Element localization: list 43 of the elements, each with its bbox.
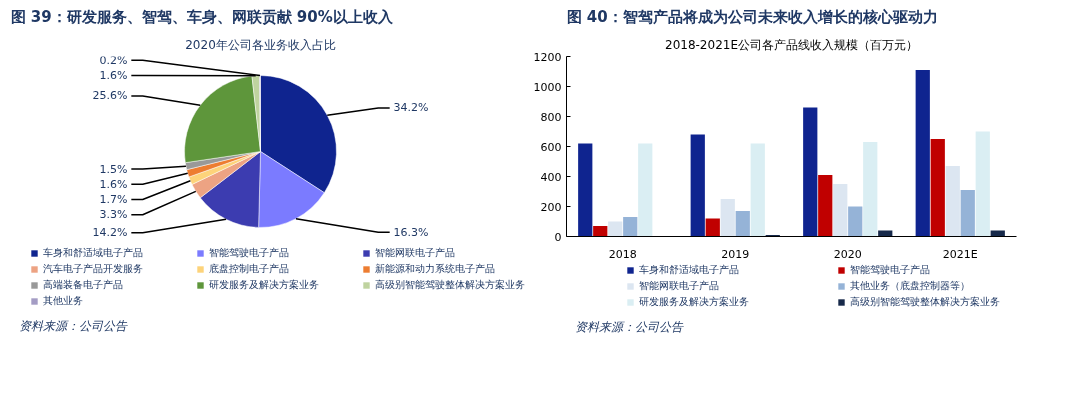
legend-label: 研发服务及解决方案业务 [209,278,320,292]
legend-label: 智能网联电子产品 [375,246,456,260]
legend-label: 其他业务 [43,294,84,308]
legend-label: 高级别智能驾驶整体解决方案业务 [850,295,1001,309]
legend-label: 高端装备电子产品 [43,278,124,292]
chart-subtitle: 2020年公司各业务收入占比 [185,37,336,52]
legend-label: 新能源和动力系统电子产品 [375,262,496,276]
legend-label: 汽车电子产品开发服务 [43,262,144,276]
data-label: 16.3% [393,225,429,239]
y-tick-label: 200 [540,200,562,214]
text: 资料来源：公司公告 [574,319,684,334]
data-label: 1.7% [99,193,128,207]
legend-label: 其他业务（底盘控制器等） [850,279,971,293]
x-tick-label: 2018 [608,247,637,261]
y-tick-label: 1200 [533,50,562,64]
x-tick-label: 2019 [721,247,750,261]
y-tick-label: 0 [554,230,562,244]
chart-subtitle: 2018-2021E公司各产品线收入规模（百万元） [665,37,918,52]
y-tick-label: 400 [540,170,562,184]
data-label: 1.6% [99,69,128,82]
data-label: 1.5% [99,162,128,176]
y-tick-label: 600 [540,140,562,154]
y-tick-label: 800 [540,110,562,124]
data-label: 25.6% [92,89,128,103]
legend-label: 车身和舒适域电子产品 [43,246,144,260]
data-label: 3.3% [99,208,128,222]
data-label: 34.2% [393,101,429,115]
y-tick-label: 1000 [533,80,562,94]
legend-label: 高级别智能驾驶整体解决方案业务 [375,278,525,292]
x-tick-label: 2021E [942,247,978,261]
data-label: 1.6% [99,177,128,191]
x-tick-label: 2020 [833,247,862,261]
legend-label: 车身和舒适域电子产品 [639,263,740,277]
legend-label: 智能驾驶电子产品 [850,263,931,277]
data-label: 14.2% [92,226,128,240]
legend-label: 研发服务及解决方案业务 [639,295,750,309]
legend-label: 底盘控制电子产品 [209,262,290,276]
chart-title: 图 39：研发服务、智驾、车身、网联贡献 90%以上收入 [10,7,394,26]
text: 资料来源：公司公告 [18,318,128,333]
legend-label: 智能驾驶电子产品 [209,246,290,260]
chart-title: 图 40：智驾产品将成为公司未来收入增长的核心驱动力 [566,7,938,26]
legend-label: 智能网联电子产品 [639,279,720,293]
data-label: 0.2% [99,53,128,67]
